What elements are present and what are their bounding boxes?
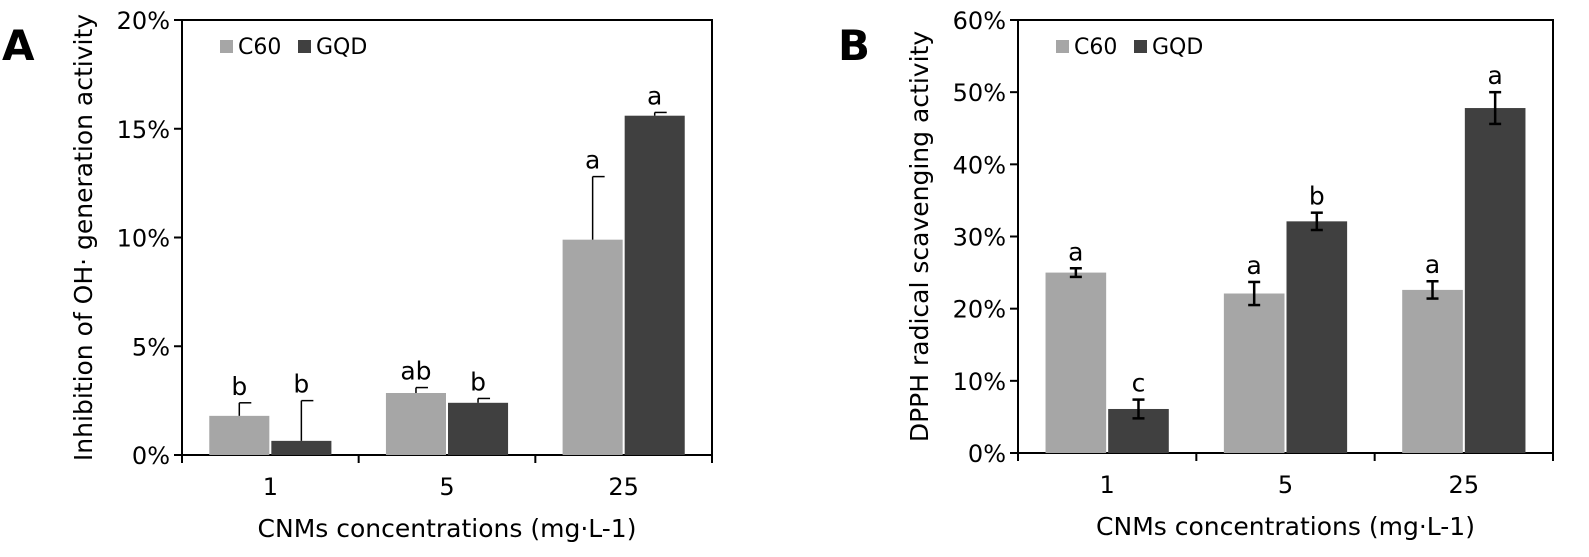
legend-swatch-c60 <box>1056 40 1069 53</box>
significance-label: ab <box>400 357 431 386</box>
y-tick-label: 50% <box>953 79 1006 107</box>
y-tick-label: 0% <box>132 442 170 470</box>
significance-label: a <box>1247 251 1262 280</box>
panel-letter: A <box>2 21 35 70</box>
y-tick-label: 30% <box>953 224 1006 252</box>
bar-c60 <box>1223 293 1285 453</box>
x-tick-label: 25 <box>1449 471 1480 499</box>
x-tick-label: 5 <box>1278 471 1293 499</box>
x-tick-label: 1 <box>263 473 278 501</box>
y-tick-label: 5% <box>132 333 170 361</box>
y-tick-label: 20% <box>953 296 1006 324</box>
y-axis-title: Inhibition of OH· generation activity <box>69 14 98 461</box>
bar-gqd <box>1464 108 1526 453</box>
significance-label: b <box>470 367 486 396</box>
x-axis-title: CNMs concentrations (mg·L-1) <box>1096 512 1475 541</box>
y-tick-label: 40% <box>953 151 1006 179</box>
significance-label: a <box>1487 61 1502 90</box>
y-tick-label: 15% <box>117 116 170 144</box>
legend-label: C60 <box>238 35 281 60</box>
y-tick-label: 20% <box>117 7 170 35</box>
y-axis-title: DPPH radical scavenging activity <box>905 31 934 442</box>
bar-c60 <box>1045 272 1107 453</box>
bar-c60 <box>562 239 623 455</box>
significance-label: a <box>647 81 662 110</box>
bar-c60 <box>1402 289 1463 453</box>
legend-swatch-gqd <box>298 40 311 53</box>
bar-gqd <box>271 440 332 455</box>
x-axis-title: CNMs concentrations (mg·L-1) <box>258 514 637 543</box>
legend-swatch-gqd <box>1134 40 1147 53</box>
y-tick-label: 10% <box>953 368 1006 396</box>
bar-gqd <box>448 402 509 455</box>
bar-gqd <box>1286 221 1348 453</box>
significance-label: b <box>293 370 309 399</box>
significance-label: a <box>1425 250 1440 279</box>
legend-label: C60 <box>1074 35 1117 60</box>
y-tick-label: 10% <box>117 225 170 253</box>
panel-letter: B <box>838 21 870 70</box>
y-tick-label: 60% <box>953 7 1006 35</box>
legend-label: GQD <box>1152 35 1203 60</box>
significance-label: a <box>1068 237 1083 266</box>
y-tick-label: 0% <box>968 440 1006 468</box>
x-tick-label: 5 <box>439 473 454 501</box>
bar-gqd <box>624 115 685 455</box>
x-tick-label: 25 <box>608 473 639 501</box>
significance-label: c <box>1132 369 1146 398</box>
panel-b: B 0% 10% 20% 30% 40% 50% 60% 1 5 25 a a a c b a C60 GQD DPP… <box>838 7 1554 541</box>
legend-swatch-c60 <box>220 40 233 53</box>
significance-label: b <box>1309 182 1325 211</box>
legend-label: GQD <box>316 35 367 60</box>
bar-c60 <box>209 415 270 455</box>
significance-label: b <box>231 372 247 401</box>
bar-c60 <box>385 393 446 455</box>
significance-label: a <box>585 146 600 175</box>
x-tick-label: 1 <box>1100 471 1115 499</box>
